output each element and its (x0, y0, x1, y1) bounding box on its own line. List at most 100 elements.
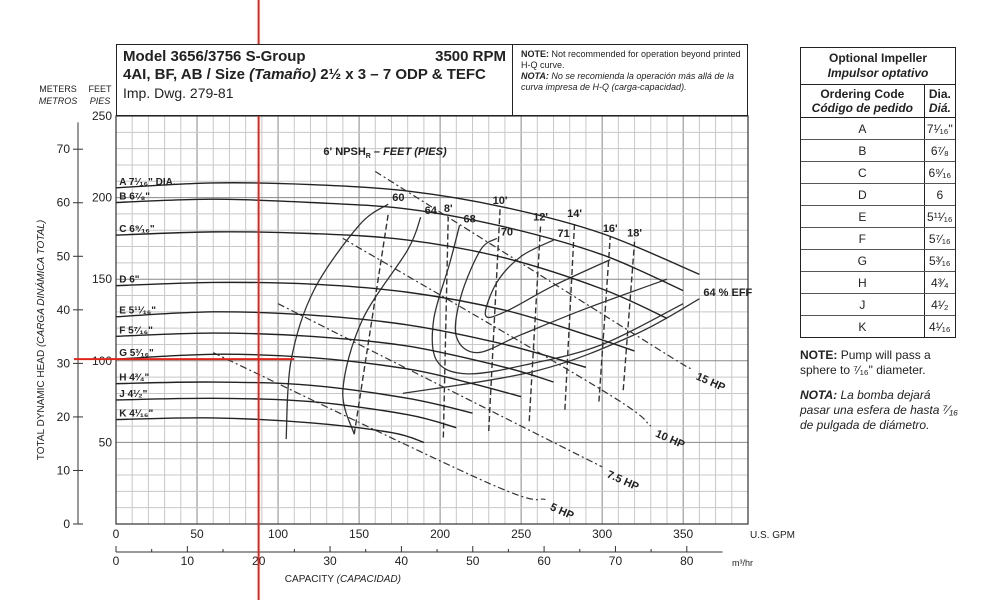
impeller-row: B 6⁷⁄₈ (801, 139, 955, 162)
sphere-note-text: Pump will pass a sphere to ⁷⁄₁₆" diamete… (800, 348, 931, 377)
y-tick-m: 10 (57, 463, 71, 477)
chart-header: Model 3656/3756 S-Group 3500 RPM 4AI, BF… (116, 44, 748, 116)
npsh-label: 16' (603, 223, 618, 235)
nota-label: NOTA: (521, 71, 549, 81)
x-tick-gpm: 250 (511, 527, 531, 541)
efficiency-label: 64 (425, 205, 438, 217)
note-label: NOTE: (521, 49, 549, 59)
y-tick-ft: 100 (92, 354, 112, 368)
impeller-dia: 5¹¹⁄₁₆ (924, 205, 955, 228)
npsh-line (564, 222, 576, 410)
x-tick-gpm: 100 (268, 527, 288, 541)
impeller-label: B 6⁷⁄₈" (119, 191, 150, 202)
npsh-line (353, 213, 389, 435)
x-tick-m3hr: 70 (609, 554, 623, 568)
npsh-line (598, 236, 611, 402)
note-text: Not recommended for operation beyond pri… (521, 49, 741, 70)
rpm-label: 3500 RPM (435, 48, 506, 65)
col1-en: Ordering Code (820, 87, 905, 101)
impeller-code: E (801, 205, 925, 228)
table-title-es: Impulsor optativo (827, 66, 929, 80)
npsh-title: 6' NPSHR – FEET (PIES) (323, 146, 447, 160)
efficiency-label: 60 (392, 192, 404, 204)
impeller-curve (115, 311, 587, 369)
impeller-dia: 4¹⁄₁₆ (929, 319, 951, 334)
efficiency-curve (484, 239, 611, 319)
npsh-label: 10' (493, 195, 508, 207)
impeller-row: H 4³⁄₄ (801, 271, 955, 294)
efficiency-label: 70 (501, 226, 513, 238)
npsh-label: 18' (627, 228, 642, 240)
impeller-dia: 5³⁄₁₆ (924, 249, 955, 272)
impeller-dia: 6 (924, 183, 955, 206)
impeller-curve (115, 332, 554, 383)
impeller-label: G 5³⁄₁₆" (119, 348, 154, 359)
x-axis-label: CAPACITY (CAPACIDAD) (285, 574, 401, 585)
y-unit-meters: METERS (39, 84, 77, 94)
impeller-curve (115, 231, 668, 320)
impeller-code: B (801, 139, 925, 162)
impeller-code: H (801, 271, 925, 294)
hp-line (374, 170, 692, 370)
y-unit-meters-es: METROS (39, 96, 78, 106)
impeller-label: E 5¹¹⁄₁₆" (119, 306, 156, 317)
efficiency-curve (454, 237, 668, 354)
x-tick-m3hr: 60 (537, 554, 551, 568)
impeller-row: K 4¹⁄₁₆ (801, 315, 955, 337)
impeller-dia: 7¹⁄₁₆" (924, 117, 955, 140)
hp-label: 7.5 HP (605, 469, 641, 494)
impeller-label: J 4¹⁄₂" (119, 389, 147, 400)
x-tick-m3hr: 50 (466, 554, 480, 568)
hp-label: 5 HP (548, 501, 575, 522)
y-tick-m: 30 (57, 356, 71, 370)
impeller-curve (115, 198, 684, 292)
sphere-note: NOTE: Pump will pass a sphere to ⁷⁄₁₆" d… (800, 348, 960, 378)
size-label: 4AI, BF, AB / Size (123, 66, 250, 83)
impeller-dia: 4³⁄₄ (924, 271, 955, 294)
npsh-line (528, 225, 542, 422)
impeller-grid: Ordering Code Código de pedido Dia. Diá.… (801, 85, 955, 337)
y-unit-feet: FEET (88, 84, 112, 94)
npsh-label: 8' (444, 203, 453, 215)
x-tick-gpm: 50 (190, 527, 204, 541)
y-tick-m: 60 (57, 196, 71, 210)
y-tick-m: 70 (57, 142, 71, 156)
impeller-row: F 5⁷⁄₁₆ (801, 227, 955, 250)
impeller-code: G (801, 249, 925, 272)
model-info: Model 3656/3756 S-Group 3500 RPM 4AI, BF… (117, 45, 513, 115)
impeller-label: K 4¹⁄₁₆" (119, 409, 153, 420)
col2-es: Diá. (928, 101, 951, 115)
x-unit-gpm: U.S. GPM (750, 530, 795, 541)
table-title-en: Optional Impeller (828, 51, 927, 65)
impeller-curve (115, 353, 522, 398)
impeller-curve (115, 381, 473, 414)
impeller-code: F (801, 227, 925, 250)
impeller-row: E 5¹¹⁄₁₆ (801, 205, 955, 228)
hp-line (212, 352, 546, 501)
y-tick-ft: 250 (92, 109, 112, 123)
size-value: 2½ x 3 – 7 ODP & TEFC (320, 66, 486, 83)
npsh-line (488, 208, 501, 432)
impeller-drawing: Imp. Dwg. 279-81 (123, 85, 234, 101)
impeller-code: D (801, 183, 925, 206)
y-unit-feet-es: PIES (90, 96, 111, 106)
y-tick-ft: 150 (92, 272, 112, 286)
x-tick-gpm: 300 (592, 527, 612, 541)
impeller-label: H 4³⁄₄" (119, 373, 149, 384)
hp-line (342, 237, 652, 427)
col1-es: Código de pedido (811, 101, 913, 115)
x-tick-gpm: 0 (113, 527, 120, 541)
nota-text: No se recomienda la operación más allá d… (521, 71, 734, 92)
col-ordering-code: Ordering Code Código de pedido (801, 85, 925, 118)
plot-frame (115, 115, 749, 525)
sphere-nota-text: La bomba dejará pasar una esfera de hast… (800, 388, 958, 432)
col2-en: Dia. (928, 87, 951, 101)
y-tick-m: 40 (57, 303, 71, 317)
x-tick-m3hr: 0 (113, 554, 120, 568)
impeller-table: Optional Impeller Impulsor optativo Orde… (800, 47, 956, 338)
impeller-curve (115, 281, 635, 352)
impeller-label: D 6" (119, 275, 140, 286)
impeller-code: A (801, 117, 925, 140)
